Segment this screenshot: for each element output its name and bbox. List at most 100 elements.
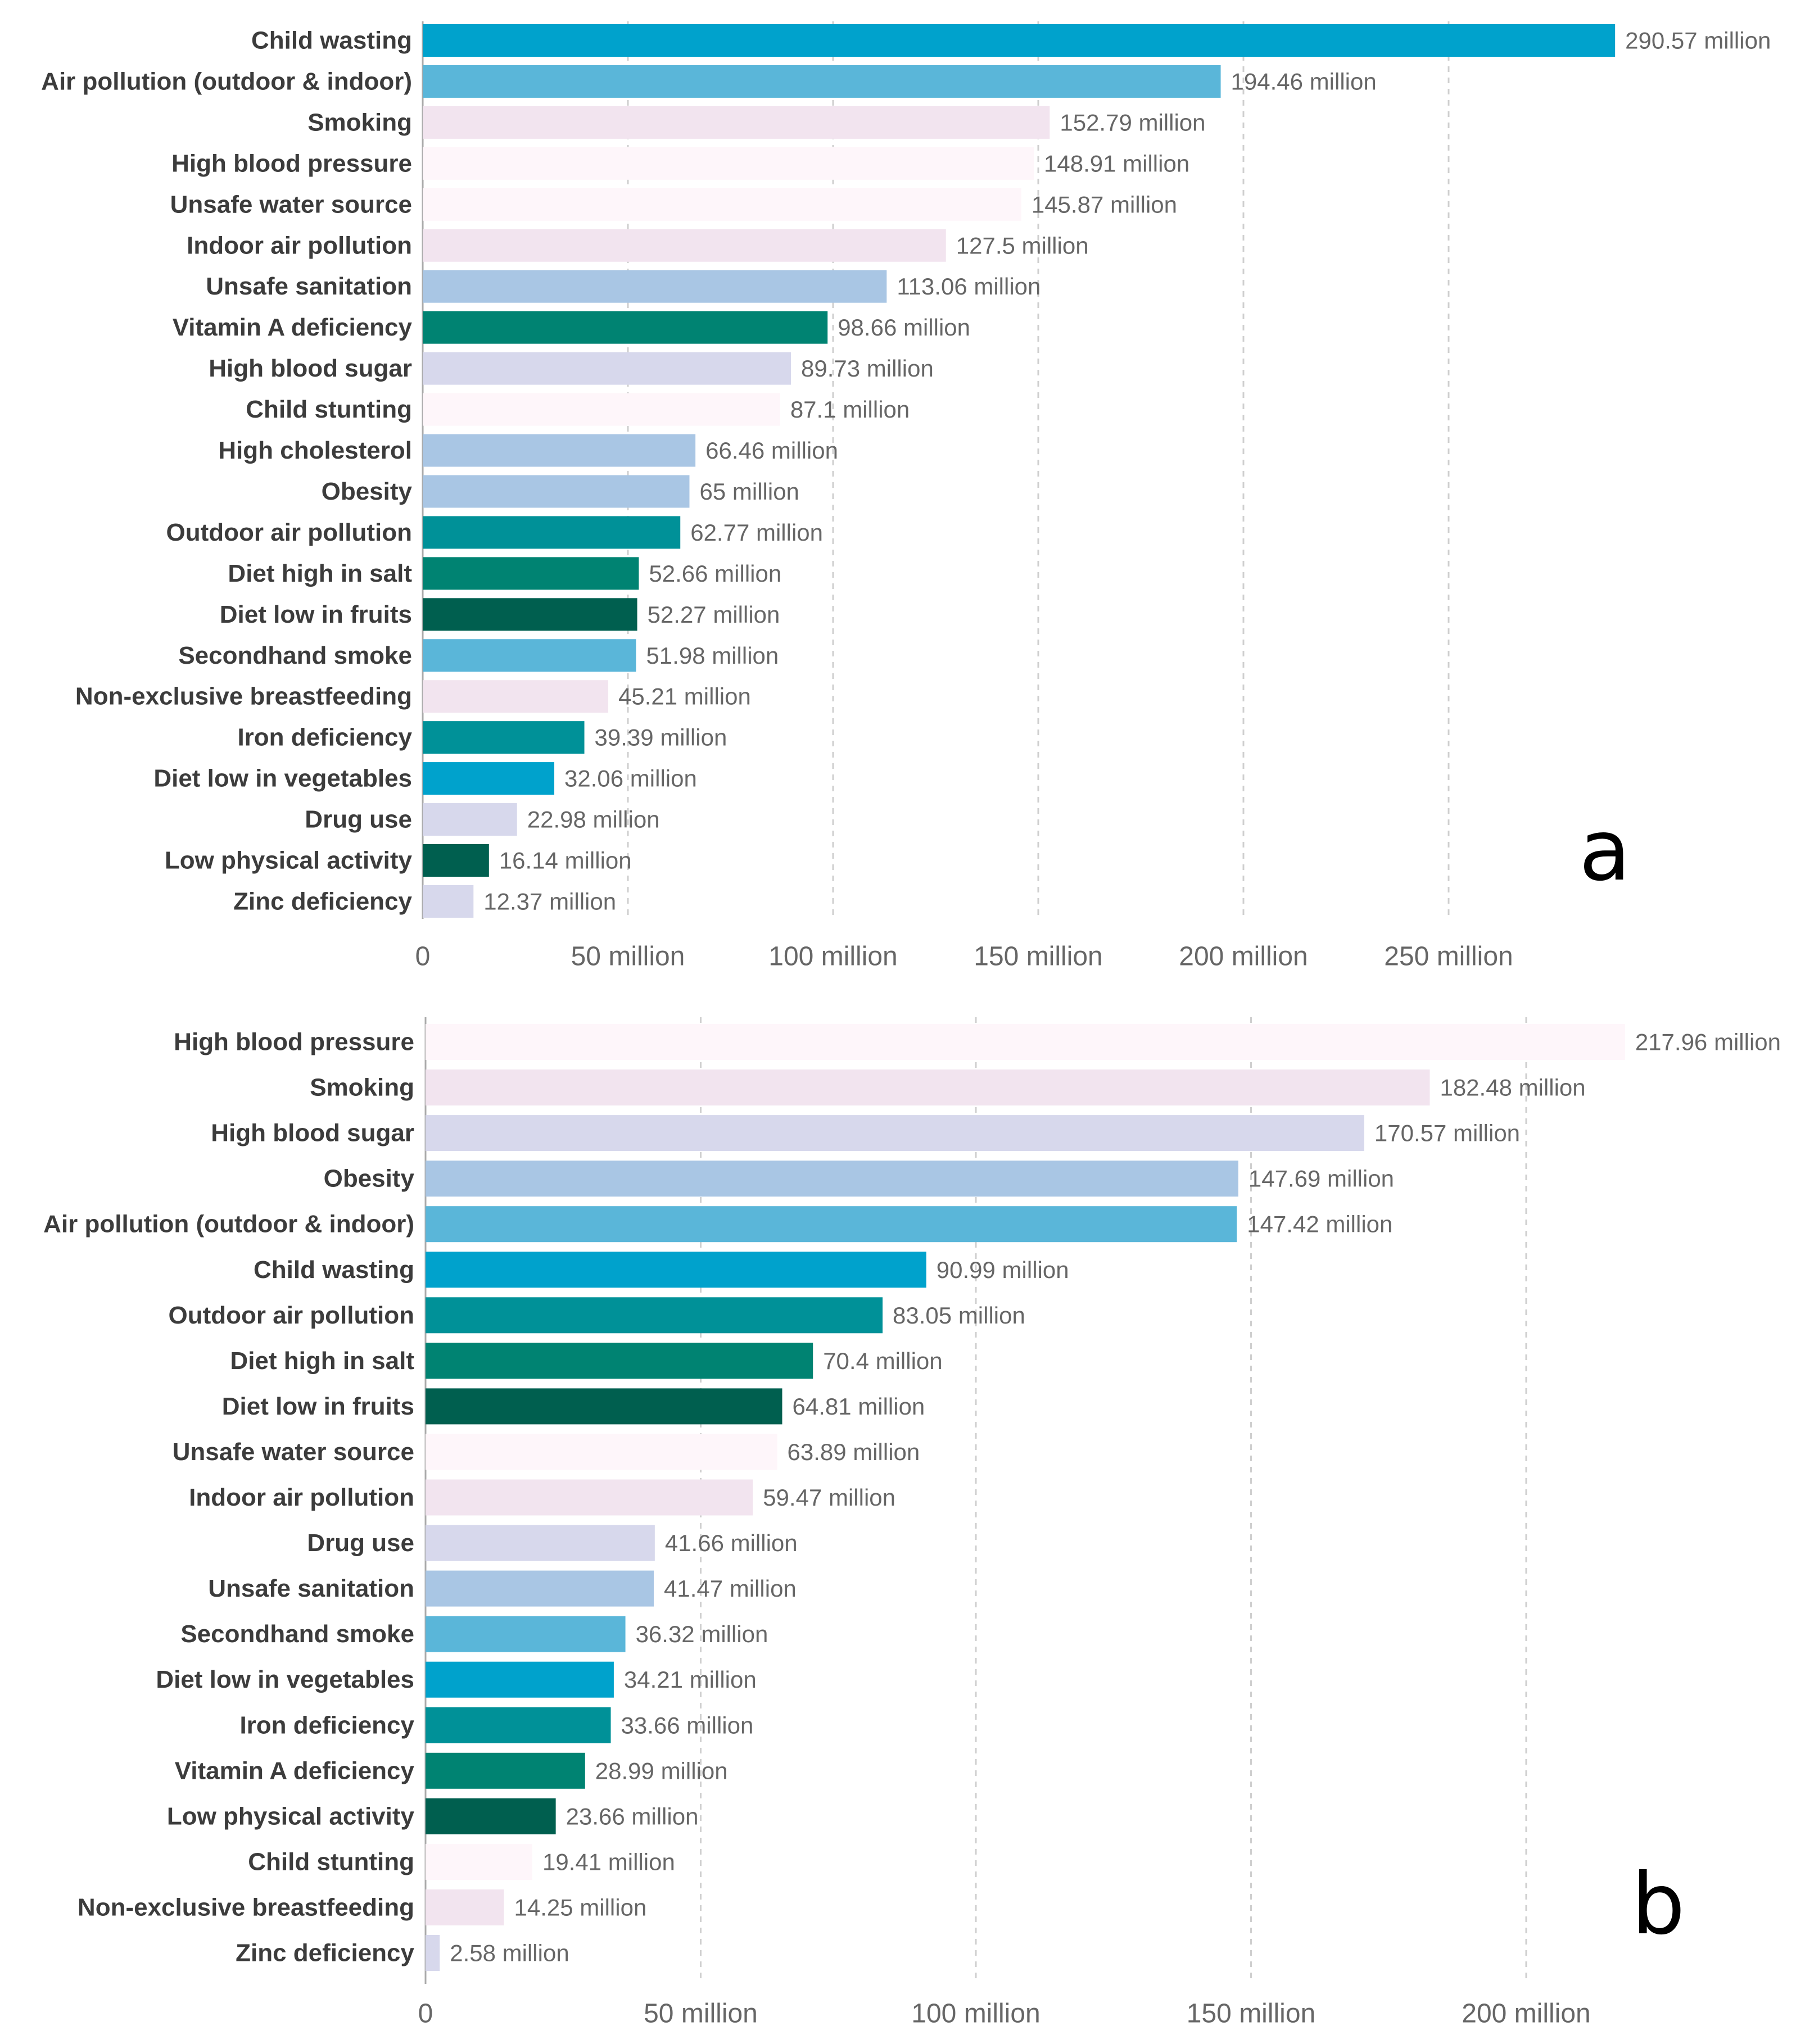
bar-a-17[interactable] [423,721,585,754]
tick-label-b-4: 200 million [1462,1999,1590,2029]
category-label-a-17: Iron deficiency [237,724,412,751]
bar-b-10[interactable] [426,1479,753,1516]
tick-label-b-3: 150 million [1187,1999,1315,2029]
bar-a-0[interactable] [423,24,1616,57]
bar-b-11[interactable] [426,1525,655,1561]
category-label-b-15: Iron deficiency [239,1711,414,1739]
value-label-a-0: 290.57 million [1625,28,1771,54]
bar-b-5[interactable] [426,1252,926,1288]
category-label-b-17: Low physical activity [167,1802,415,1830]
bar-a-16[interactable] [423,680,609,713]
value-label-b-11: 41.66 million [665,1530,798,1556]
tick-label-b-2: 100 million [911,1999,1040,2029]
category-label-a-8: High blood sugar [209,355,412,382]
bar-b-15[interactable] [426,1707,611,1743]
bar-a-12[interactable] [423,516,681,549]
bar-b-19[interactable] [426,1889,504,1925]
value-label-b-20: 2.58 million [450,1940,569,1966]
category-label-a-5: Indoor air pollution [187,232,412,259]
value-label-a-19: 22.98 million [527,806,660,833]
chart-panel-a: Child wasting 290.57 million Air pollution… [41,21,1771,972]
bar-b-0[interactable] [426,1024,1625,1060]
category-label-b-9: Unsafe water source [173,1438,414,1466]
category-label-b-1: Smoking [310,1074,414,1102]
category-label-a-7: Vitamin A deficiency [173,314,413,341]
bar-b-2[interactable] [426,1115,1364,1152]
bar-a-14[interactable] [423,598,637,631]
bar-a-15[interactable] [423,639,636,672]
category-label-a-3: High blood pressure [171,149,412,177]
bar-b-9[interactable] [426,1434,777,1470]
value-label-a-4: 145.87 million [1032,191,1177,217]
category-label-a-13: Diet high in salt [228,560,412,587]
bar-a-10[interactable] [423,434,696,467]
bar-a-19[interactable] [423,803,517,836]
bar-b-13[interactable] [426,1616,626,1652]
category-label-b-10: Indoor air pollution [189,1484,414,1511]
bar-a-2[interactable] [423,106,1050,139]
value-label-b-2: 170.57 million [1374,1120,1520,1146]
bar-a-4[interactable] [423,188,1021,221]
value-label-b-0: 217.96 million [1635,1029,1781,1055]
value-label-a-16: 45.21 million [618,683,751,710]
bar-b-16[interactable] [426,1752,585,1789]
bar-a-21[interactable] [423,885,474,918]
category-label-a-14: Diet low in fruits [220,601,412,628]
tick-label-b-0: 0 [418,1999,433,2029]
bar-b-1[interactable] [426,1069,1430,1106]
category-label-b-2: High blood sugar [211,1120,414,1147]
bar-a-11[interactable] [423,475,690,508]
bar-b-17[interactable] [426,1798,556,1834]
bar-b-12[interactable] [426,1570,654,1607]
bar-a-20[interactable] [423,844,489,877]
category-label-b-18: Child stunting [248,1848,414,1875]
bar-b-4[interactable] [426,1206,1237,1243]
bar-a-9[interactable] [423,393,780,426]
value-label-b-6: 83.05 million [893,1302,1025,1329]
bar-b-3[interactable] [426,1161,1238,1197]
category-label-a-11: Obesity [322,478,413,505]
value-label-a-20: 16.14 million [499,847,632,874]
value-label-b-7: 70.4 million [823,1348,942,1374]
category-label-b-4: Air pollution (outdoor & indoor) [43,1211,414,1238]
bar-b-7[interactable] [426,1343,813,1379]
value-label-b-14: 34.21 million [624,1666,757,1693]
bar-b-14[interactable] [426,1661,614,1698]
bar-a-8[interactable] [423,352,791,385]
value-label-a-5: 127.5 million [956,232,1089,259]
bar-a-13[interactable] [423,557,639,590]
value-label-b-18: 19.41 million [542,1848,675,1875]
category-label-b-3: Obesity [324,1165,415,1193]
bar-b-6[interactable] [426,1297,883,1334]
bar-a-3[interactable] [423,147,1034,180]
bar-b-18[interactable] [426,1843,533,1880]
value-label-b-10: 59.47 million [763,1484,895,1511]
value-label-b-8: 64.81 million [792,1393,925,1420]
value-label-a-7: 98.66 million [838,314,970,341]
value-label-a-15: 51.98 million [646,642,779,669]
tick-label-a-2: 100 million [768,942,897,972]
bar-a-1[interactable] [423,65,1221,98]
category-label-a-1: Air pollution (outdoor & indoor) [41,67,412,95]
bar-b-8[interactable] [426,1388,782,1425]
bar-a-18[interactable] [423,762,555,795]
category-label-b-8: Diet low in fruits [222,1393,414,1420]
bar-a-5[interactable] [423,229,946,262]
value-label-a-9: 87.1 million [790,396,910,423]
value-label-a-11: 65 million [700,478,799,505]
category-label-b-13: Secondhand smoke [180,1620,414,1648]
category-label-b-14: Diet low in vegetables [156,1666,414,1693]
value-label-b-4: 147.42 million [1247,1211,1392,1238]
category-label-b-0: High blood pressure [174,1028,414,1056]
category-label-a-16: Non-exclusive breastfeeding [75,683,412,710]
tick-label-a-0: 0 [415,942,431,972]
value-label-b-9: 63.89 million [787,1439,920,1465]
bar-b-20[interactable] [426,1935,440,1971]
bar-a-6[interactable] [423,270,887,303]
category-label-b-16: Vitamin A deficiency [175,1757,415,1784]
value-label-b-5: 90.99 million [937,1257,1069,1283]
value-label-b-15: 33.66 million [621,1712,754,1738]
bar-a-7[interactable] [423,311,828,344]
value-label-a-10: 66.46 million [705,437,838,464]
category-label-a-19: Drug use [305,806,412,833]
